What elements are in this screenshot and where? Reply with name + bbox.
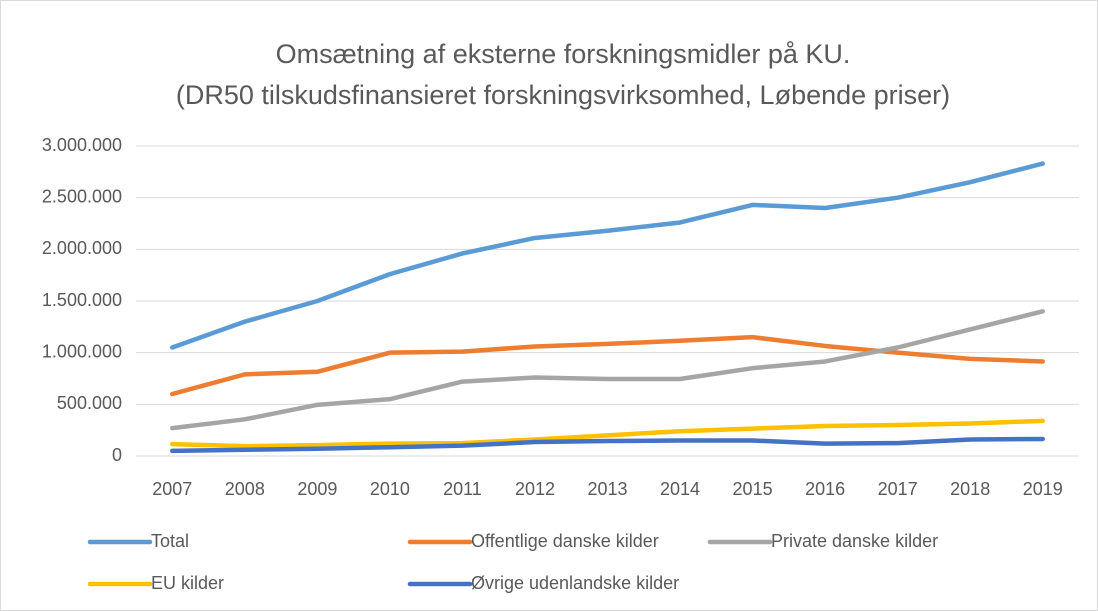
- legend-label: EU kilder: [151, 573, 224, 593]
- x-tick-label: 2016: [805, 479, 845, 499]
- y-tick-label: 0: [112, 445, 122, 465]
- x-tick-label: 2014: [660, 479, 700, 499]
- y-tick-label: 3.000.000: [42, 135, 122, 155]
- data-line: [170, 436, 1045, 454]
- x-tick-label: 2007: [152, 479, 192, 499]
- x-tick-label: 2017: [878, 479, 918, 499]
- x-tick-label: 2015: [733, 479, 773, 499]
- x-tick-label: 2010: [370, 479, 410, 499]
- y-tick-label: 2.000.000: [42, 238, 122, 258]
- legend-label: Total: [151, 531, 189, 551]
- x-tick-label: 2012: [515, 479, 555, 499]
- data-line: [170, 161, 1045, 350]
- y-tick-label: 1.500.000: [42, 290, 122, 310]
- legend-label: Øvrige udenlandske kilder: [471, 573, 679, 593]
- x-tick-label: 2018: [950, 479, 990, 499]
- chart-subtitle: (DR50 tilskudsfinansieret forskningsvirk…: [176, 80, 950, 110]
- x-tick-label: 2013: [587, 479, 627, 499]
- legend-label: Private danske kilder: [771, 531, 938, 551]
- x-tick-label: 2008: [225, 479, 265, 499]
- x-tick-label: 2019: [1023, 479, 1063, 499]
- legend-label: Offentlige danske kilder: [471, 531, 659, 551]
- x-tick-label: 2011: [443, 479, 482, 499]
- chart-title: Omsætning af eksterne forskningsmidler p…: [276, 39, 851, 69]
- x-tick-label: 2009: [297, 479, 337, 499]
- data-line: [170, 334, 1045, 397]
- y-tick-label: 2.500.000: [42, 186, 122, 206]
- data-line: [170, 309, 1045, 431]
- data-line: [170, 418, 1045, 449]
- y-tick-label: 500.000: [57, 393, 122, 413]
- y-tick-label: 1.000.000: [42, 341, 122, 361]
